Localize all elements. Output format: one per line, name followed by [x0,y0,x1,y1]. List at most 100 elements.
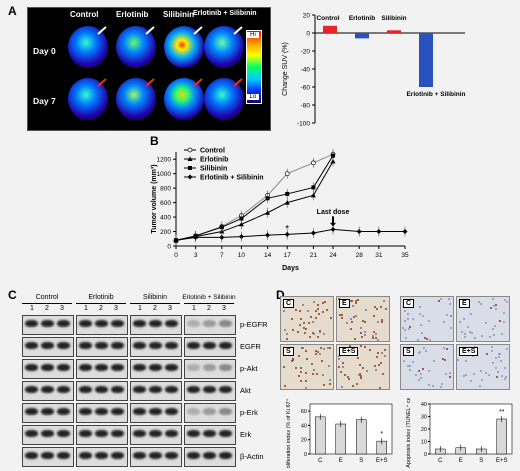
protein-label: Akt [240,386,251,395]
color-scale-bar [246,30,262,104]
pet-scan [116,26,156,68]
ihc-cell [374,368,377,371]
ihc-cell [315,352,318,355]
x-tick-label: 10 [238,252,246,259]
ihc-cell [290,360,293,363]
ihc-cell [480,369,483,372]
western-blot-panel: Control 1 2 3 Erlotinib 1 2 3 Silibinin 1 2 3 Erloti… [18,294,273,467]
ihc-cell [356,383,359,386]
ihc-cell [326,309,329,312]
ihc-cell [403,309,406,312]
blot-band [79,386,92,393]
proliferation-chart: 0 20 40 60 Proliferation index (% of Ki 67⁺ … [285,398,393,468]
x-tick-label: C [318,458,323,464]
data-point [356,229,362,235]
ihc-cell [354,337,357,340]
ihc-cell [339,313,341,316]
ihc-cell [499,320,502,323]
ihc-cell [310,316,313,319]
ihc-cell [418,305,421,308]
ihc-cell [405,336,408,339]
blot-band [165,430,178,437]
ihc-cell [319,331,322,334]
blot-band [79,342,92,349]
ihc-cell [372,331,375,334]
y-tick-label: 800 [160,186,171,193]
ihc-cell [312,332,315,335]
ihc-cell [322,347,325,350]
ihc-cell [282,310,285,313]
data-point [265,210,271,215]
ihc-cell [324,300,327,303]
blot-band [203,320,216,327]
y-tick-label: 0 [167,244,171,251]
ihc-cell [314,309,317,312]
ihc-cell [418,369,421,372]
blot-group-label: Erlotinib [88,294,114,301]
pet-scan [164,26,204,68]
last-dose-label: Last dose [317,209,350,216]
ihc-cell [463,317,466,320]
blot-band [25,386,38,393]
x-tick-label: 14 [264,252,272,259]
panel-letter-d: D [276,288,285,302]
pet-scan [204,78,244,120]
ihc-cell [428,383,431,386]
data-point [239,216,244,221]
ihc-image: C [280,296,334,342]
lane-number: 1 [192,305,196,312]
data-point [238,234,244,240]
blot-band [41,430,54,437]
blot-strip [184,403,236,423]
ihc-cell [465,374,468,377]
blot-band [79,430,92,437]
ihc-cell [342,365,345,368]
ihc-cell [377,364,380,367]
ihc-cell [311,320,314,323]
ihc-cell [348,377,351,380]
ihc-cell [462,375,465,378]
ihc-image: S [280,344,334,390]
suv-bar-label: Control [316,15,339,22]
blot-band [41,386,54,393]
ihc-cell [357,298,360,301]
ihc-cell [360,326,362,329]
x-tick-label: 28 [356,252,364,259]
ihc-cell [484,371,487,374]
blot-band [203,364,216,371]
blot-band [133,386,146,393]
ihc-cell [359,345,362,348]
legend-label: Control [200,148,225,155]
ihc-cell [407,365,410,368]
blot-band [57,408,70,415]
data-point [331,153,336,158]
ihc-cell [358,373,361,376]
blot-band [79,320,92,327]
ihc-image: E [456,296,510,342]
ihc-cell [384,348,387,351]
ihc-cell [301,304,304,307]
ihc-cell [443,321,446,324]
ihc-cell [329,346,332,349]
ihc-cell [490,346,493,349]
ihc-cell [361,320,364,323]
data-point [310,230,316,236]
ihc-cell [492,327,495,330]
ihc-cell [428,338,431,341]
blot-band [187,408,200,415]
blot-band [219,342,232,349]
ihc-cell [498,352,501,355]
ihc-cell [312,300,315,303]
blot-band [219,408,232,415]
data-point [284,200,290,205]
blot-group-underline [76,303,126,304]
ihc-cell [337,355,340,358]
ihc-cell [503,298,506,301]
ihc-cell [365,369,368,372]
ihc-cell [380,352,383,355]
blot-band [165,386,178,393]
ihc-cell [464,333,467,336]
ihc-cell [317,312,320,315]
ihc-cell [315,349,317,352]
ihc-cell [443,346,446,349]
